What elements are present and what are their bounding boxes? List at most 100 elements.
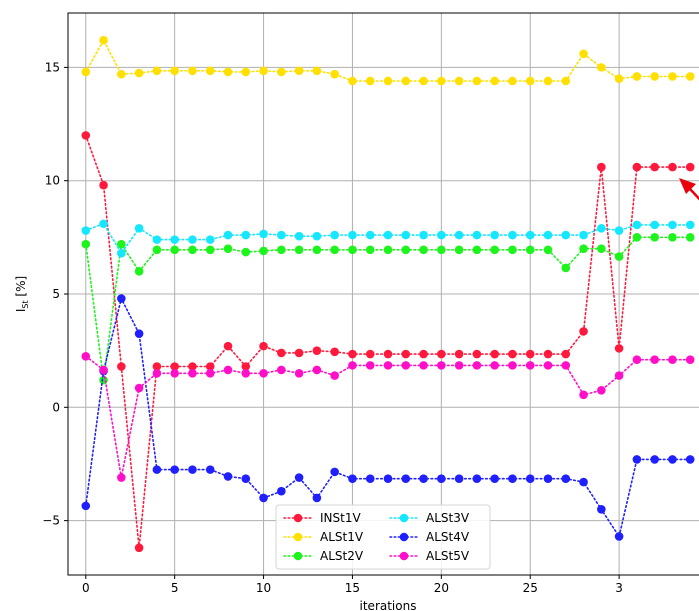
data-point	[401, 349, 411, 359]
data-point	[117, 69, 126, 79]
data-point	[597, 386, 606, 395]
data-point	[437, 245, 446, 255]
y-tick-label: 0	[52, 400, 60, 414]
data-point	[241, 474, 251, 483]
legend-box	[275, 504, 491, 570]
data-point	[348, 361, 357, 370]
data-point	[223, 365, 233, 375]
data-point	[508, 245, 517, 255]
series-line	[85, 38, 692, 82]
data-point	[614, 226, 624, 235]
data-point	[401, 361, 411, 370]
legend-item: ALSt4V	[389, 530, 470, 544]
data-point	[330, 347, 339, 357]
series-ALSt2V	[81, 233, 695, 385]
data-point	[454, 349, 464, 359]
data-point	[259, 229, 268, 239]
data-point	[383, 474, 393, 483]
data-point	[259, 369, 268, 378]
data-point	[632, 72, 642, 81]
data-point	[312, 346, 322, 355]
data-point	[490, 349, 499, 359]
data-point	[117, 362, 126, 371]
data-point	[188, 362, 197, 371]
data-point	[668, 72, 677, 81]
data-point	[650, 455, 659, 464]
data-point	[152, 369, 162, 378]
data-point	[614, 252, 624, 261]
data-point	[490, 245, 499, 255]
data-point	[348, 230, 357, 240]
data-point	[579, 230, 588, 240]
data-point	[437, 361, 446, 370]
data-point	[383, 349, 393, 359]
series-line	[85, 296, 692, 539]
data-point	[579, 327, 588, 336]
series-ALSt4V	[81, 294, 695, 541]
y-tick-label: −5	[42, 514, 60, 528]
data-point	[685, 220, 695, 230]
data-point	[277, 486, 286, 496]
data-point	[330, 371, 339, 380]
data-point	[134, 383, 144, 393]
data-point	[579, 49, 588, 59]
data-point	[152, 362, 162, 371]
data-point	[490, 361, 499, 370]
data-point	[472, 361, 482, 370]
data-point	[650, 220, 659, 230]
data-point	[365, 245, 375, 255]
data-point	[134, 267, 144, 276]
legend-marker	[399, 513, 409, 523]
legend-item: ALSt2V	[283, 549, 364, 563]
data-point	[525, 245, 535, 255]
data-point	[81, 352, 91, 361]
data-point	[508, 76, 517, 86]
data-point	[223, 341, 233, 351]
data-point	[348, 245, 357, 255]
data-point	[543, 349, 553, 359]
data-point	[597, 63, 606, 72]
x-tick-label: 0	[82, 581, 90, 595]
data-point	[205, 235, 215, 244]
data-point	[205, 369, 215, 378]
data-point	[330, 467, 339, 477]
data-point	[312, 245, 322, 255]
legend-marker	[399, 551, 409, 561]
data-point	[259, 246, 268, 256]
data-point	[472, 230, 482, 240]
data-point	[437, 349, 446, 359]
data-point	[685, 455, 695, 464]
data-point	[597, 504, 606, 514]
data-point	[525, 474, 535, 483]
data-point	[81, 501, 91, 511]
data-point	[561, 349, 571, 359]
data-point	[419, 76, 428, 86]
data-point	[472, 474, 482, 483]
legend-marker	[399, 532, 409, 542]
data-point	[259, 493, 268, 503]
legend-label: ALSt3V	[426, 511, 470, 525]
data-point	[614, 371, 624, 380]
y-tick-label: 15	[45, 60, 60, 74]
data-point	[188, 245, 197, 255]
data-point	[170, 66, 179, 76]
data-point	[223, 230, 233, 240]
data-point	[170, 245, 179, 255]
data-point	[99, 219, 108, 229]
data-point	[170, 235, 179, 244]
data-point	[205, 245, 215, 255]
data-point	[561, 230, 571, 240]
data-point	[241, 369, 251, 378]
data-point	[650, 162, 659, 172]
data-point	[188, 235, 197, 244]
data-point	[277, 67, 286, 77]
data-point	[312, 365, 322, 375]
data-point	[472, 349, 482, 359]
x-axis-label: iterations	[360, 599, 417, 611]
data-point	[401, 230, 411, 240]
x-tick-label: 3	[615, 581, 623, 595]
data-point	[543, 474, 553, 483]
data-point	[668, 162, 677, 172]
data-point	[330, 230, 339, 240]
